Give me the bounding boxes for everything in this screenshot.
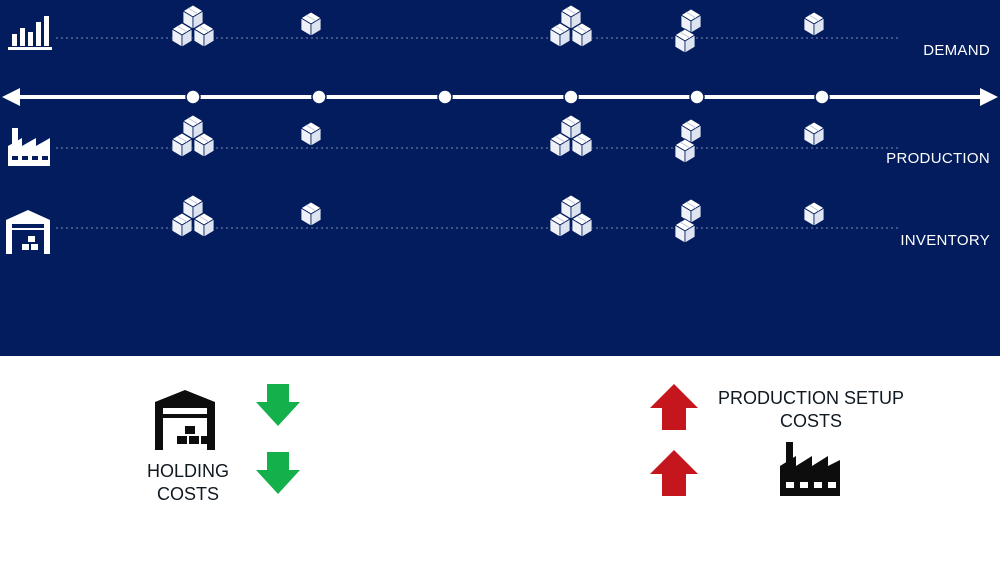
row-demand: DEMAND — [8, 4, 990, 59]
setup-costs-block: PRODUCTION SETUP COSTS — [650, 384, 904, 496]
arrow-down-icon — [256, 452, 300, 494]
timeline-left-arrowhead — [2, 88, 20, 106]
timeline-period-marker — [185, 89, 201, 105]
arrow-down-icon — [256, 384, 300, 426]
row-production: PRODUCTION — [8, 114, 990, 167]
timeline-period-marker — [689, 89, 705, 105]
warehouse-icon — [155, 390, 215, 450]
timeline-period-marker — [563, 89, 579, 105]
timeline-axis — [2, 88, 998, 106]
setup-costs-label-line-2: COSTS — [780, 411, 842, 431]
bar-chart-icon — [8, 16, 52, 50]
holding-costs-label-line-2: COSTS — [157, 484, 219, 504]
row-label-production: PRODUCTION — [886, 150, 990, 167]
row-inventory: INVENTORY — [6, 194, 990, 254]
timeline-period-marker — [311, 89, 327, 105]
holding-costs-block: HOLDING COSTS — [147, 384, 300, 504]
factory-icon — [8, 128, 50, 166]
timeline-panel — [0, 0, 1000, 356]
holding-costs-label-line-1: HOLDING — [147, 461, 229, 481]
setup-costs-label-line-1: PRODUCTION SETUP — [718, 388, 904, 408]
row-label-inventory: INVENTORY — [900, 232, 990, 249]
warehouse-icon — [6, 210, 50, 254]
row-label-demand: DEMAND — [923, 42, 990, 59]
factory-icon — [780, 442, 840, 496]
timeline-period-marker — [437, 89, 453, 105]
timeline-right-arrowhead — [980, 88, 998, 106]
arrow-up-icon — [650, 450, 698, 496]
arrow-up-icon — [650, 384, 698, 430]
timeline-period-marker — [814, 89, 830, 105]
